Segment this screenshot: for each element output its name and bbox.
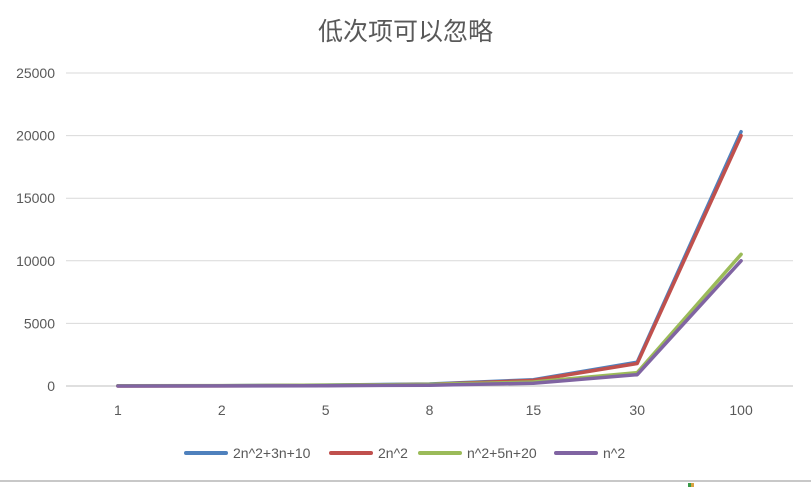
y-tick-label: 15000 bbox=[16, 190, 55, 206]
x-tick-label: 15 bbox=[526, 402, 542, 418]
series-lines bbox=[116, 129, 743, 388]
corner-icon-fragment bbox=[688, 483, 694, 487]
x-axis-tick-labels: 1 2 5 8 15 30 100 bbox=[114, 402, 753, 418]
x-tick-label: 8 bbox=[426, 402, 434, 418]
legend-label: 2n^2 bbox=[378, 445, 408, 461]
legend-item-1: 2n^2+3n+10 bbox=[184, 445, 311, 461]
series-line-3 bbox=[116, 252, 743, 388]
x-tick-label: 2 bbox=[218, 402, 226, 418]
y-axis-tick-labels: 0 5000 10000 15000 20000 25000 bbox=[16, 65, 55, 394]
x-tick-label: 1 bbox=[114, 402, 122, 418]
series-line-1 bbox=[116, 129, 743, 388]
y-tick-label: 5000 bbox=[24, 315, 55, 331]
chart-title: 低次项可以忽略 bbox=[318, 17, 493, 46]
x-tick-label: 100 bbox=[729, 402, 753, 418]
x-tick-label: 30 bbox=[629, 402, 645, 418]
y-tick-label: 0 bbox=[47, 378, 55, 394]
gridlines bbox=[66, 72, 793, 387]
y-tick-label: 10000 bbox=[16, 253, 55, 269]
y-tick-label: 20000 bbox=[16, 128, 55, 144]
legend-item-3: n^2+5n+20 bbox=[418, 445, 537, 461]
y-tick-label: 25000 bbox=[16, 65, 55, 81]
legend-label: n^2 bbox=[603, 445, 625, 461]
x-tick-label: 5 bbox=[322, 402, 330, 418]
series-line-4 bbox=[116, 259, 743, 388]
legend-label: n^2+5n+20 bbox=[467, 445, 537, 461]
legend: 2n^2+3n+10 2n^2 n^2+5n+20 n^2 bbox=[184, 445, 625, 461]
legend-item-2: 2n^2 bbox=[329, 445, 408, 461]
legend-label: 2n^2+3n+10 bbox=[233, 445, 311, 461]
legend-item-4: n^2 bbox=[554, 445, 625, 461]
